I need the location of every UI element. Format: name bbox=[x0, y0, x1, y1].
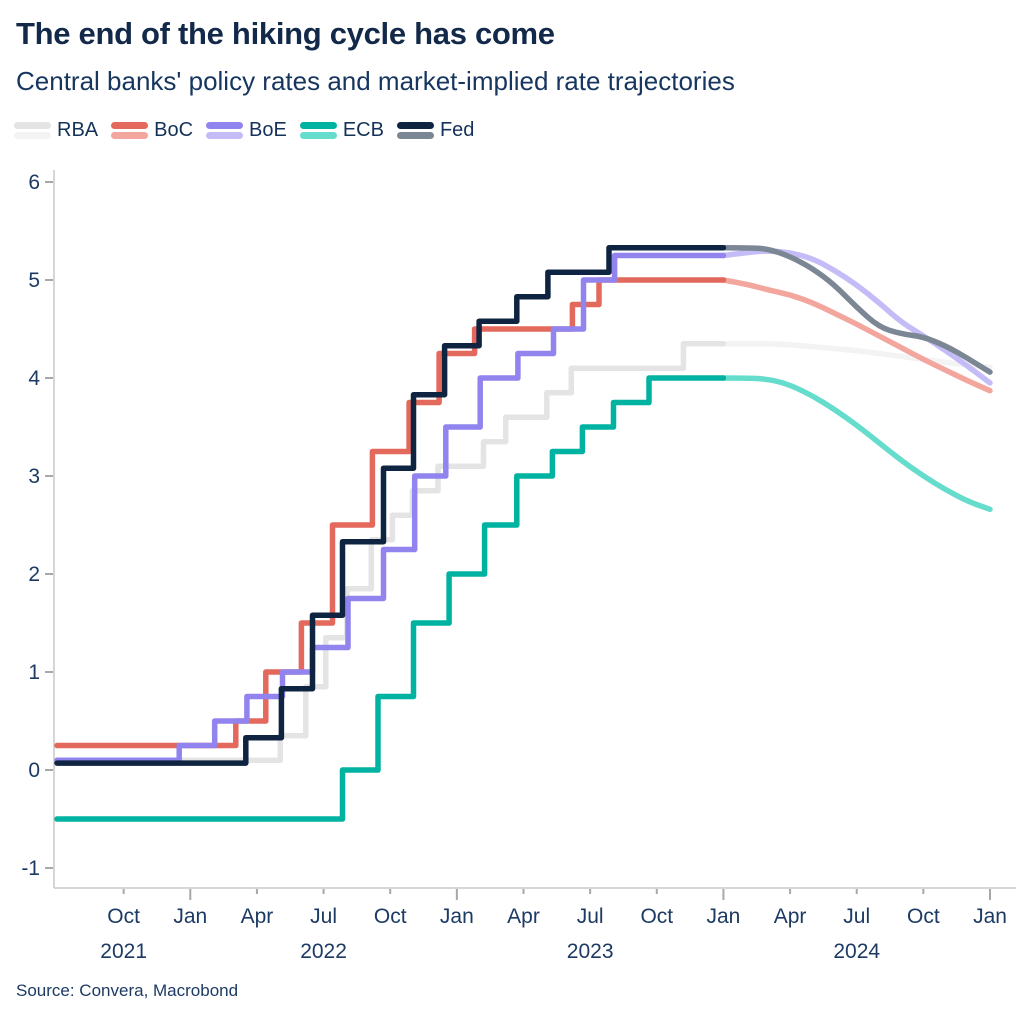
y-tick-label: 6 bbox=[28, 171, 40, 194]
x-tick-label: Jan bbox=[973, 905, 1007, 928]
ecb-policy-line bbox=[54, 375, 727, 822]
x-tick-label: Jul bbox=[577, 905, 604, 928]
x-tick-label: Jan bbox=[173, 905, 207, 928]
boc-implied-line bbox=[720, 277, 993, 394]
x-year-label: 2024 bbox=[833, 940, 880, 963]
x-tick-label: Jul bbox=[843, 905, 870, 928]
x-tick-label: Apr bbox=[774, 905, 807, 928]
y-tick-label: 2 bbox=[28, 563, 40, 586]
boc-policy-line bbox=[54, 277, 727, 749]
y-tick-label: -1 bbox=[21, 857, 40, 880]
y-tick-label: 5 bbox=[28, 269, 40, 292]
y-tick-label: 4 bbox=[28, 367, 40, 390]
legend-item-boc: BoC bbox=[111, 120, 193, 140]
y-tick-label: 0 bbox=[28, 759, 40, 782]
legend-label: RBA bbox=[57, 119, 99, 141]
fed-policy-line bbox=[54, 244, 727, 766]
x-year-label: 2023 bbox=[567, 940, 614, 963]
source-note: Source: Convera, Macrobond bbox=[16, 981, 239, 1000]
x-tick-label: Oct bbox=[107, 905, 140, 928]
legend-item-fed: Fed bbox=[396, 119, 475, 141]
legend-swatch-ecb bbox=[299, 121, 337, 139]
legend-swatch-boe bbox=[206, 121, 244, 139]
x-year-label: 2021 bbox=[100, 940, 147, 963]
legend-swatch-boc bbox=[111, 121, 149, 139]
legend: RBA BoC BoE ECB Fed bbox=[14, 120, 474, 140]
x-tick-label: Apr bbox=[507, 905, 540, 928]
ecb-implied-line bbox=[720, 375, 993, 513]
x-tick-label: Jan bbox=[440, 905, 474, 928]
fed-implied-line bbox=[720, 244, 993, 375]
x-year-label: 2022 bbox=[300, 940, 347, 963]
legend-label: ECB bbox=[342, 119, 384, 141]
x-tick-label: Oct bbox=[374, 905, 407, 928]
page-subtitle: Central banks' policy rates and market-i… bbox=[16, 66, 735, 96]
x-tick-label: Jul bbox=[310, 905, 337, 928]
y-tick-label: 1 bbox=[28, 661, 40, 684]
legend-label: BoC bbox=[154, 119, 194, 141]
legend-item-rba: RBA bbox=[14, 120, 98, 140]
x-tick-label: Apr bbox=[241, 905, 274, 928]
x-tick-label: Oct bbox=[640, 905, 673, 928]
legend-swatch-fed bbox=[396, 121, 434, 139]
legend-label: Fed bbox=[439, 119, 475, 141]
x-tick-label: Jan bbox=[706, 905, 740, 928]
legend-item-boe: BoE bbox=[206, 120, 287, 140]
legend-label: BoE bbox=[249, 119, 287, 141]
rba-implied-line bbox=[720, 340, 993, 370]
page-title: The end of the hiking cycle has come bbox=[16, 16, 555, 51]
legend-item-ecb: ECB bbox=[299, 119, 384, 141]
y-tick-label: 3 bbox=[28, 465, 40, 488]
boe-policy-line bbox=[54, 252, 727, 763]
x-tick-label: Oct bbox=[907, 905, 940, 928]
legend-swatch-rba bbox=[14, 121, 51, 139]
